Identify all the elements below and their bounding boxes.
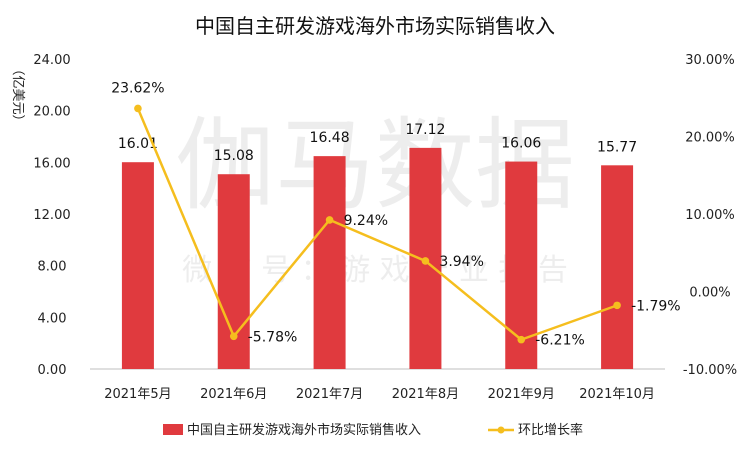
y-right-tick-label: 0.00% <box>689 286 730 301</box>
y-right-tick-label: -10.00% <box>683 363 737 378</box>
legend-label-bar: 中国自主研发游戏海外市场实际销售收入 <box>187 422 421 438</box>
x-tick-label: 2021年6月 <box>200 387 267 402</box>
line-value-label: -1.79% <box>631 298 681 314</box>
bar-value-label: 16.01 <box>118 136 158 152</box>
bar-series <box>121 147 634 369</box>
line-value-label: -6.21% <box>535 333 585 349</box>
line-value-label: -5.78% <box>248 329 298 345</box>
bar-value-label: 17.12 <box>405 122 445 138</box>
line-point <box>325 216 334 224</box>
line-value-label: 3.94% <box>439 254 483 270</box>
line-point <box>134 104 142 113</box>
legend-label-line: 环比增长率 <box>518 422 583 438</box>
growth-line <box>136 107 618 341</box>
bar-value-labels: 16.01 15.08 16.48 17.12 16.06 15.77 <box>118 122 637 164</box>
legend-swatch-line-marker <box>497 426 505 434</box>
bar <box>505 161 538 369</box>
y-right-tick-label: 30.00% <box>685 53 735 68</box>
line-value-labels: 23.62% -5.78% 9.24% 3.94% -6.21% -1.79% <box>111 80 680 348</box>
line-point <box>229 332 238 341</box>
line-point <box>613 301 621 310</box>
x-tick-label: 2021年9月 <box>488 387 555 402</box>
y-right-tick-label: 20.00% <box>685 131 735 146</box>
y-right-tick-label: 10.00% <box>685 208 735 223</box>
y-left-tick-label: 12.00 <box>33 208 70 223</box>
axes: 0.00 4.00 8.00 12.00 16.00 20.00 24.00 -10.00% 0… <box>33 53 737 378</box>
bar-value-label: 15.77 <box>597 139 637 155</box>
y-left-tick-label: 0.00 <box>38 363 67 378</box>
line-series <box>134 104 621 344</box>
y-left-tick-label: 8.00 <box>38 260 67 275</box>
category-labels: 2021年5月 2021年6月 2021年7月 2021年8月 2021年9月 2021年… <box>104 387 655 402</box>
bar-value-label: 16.48 <box>310 130 350 146</box>
line-value-label: 23.62% <box>111 80 164 96</box>
y-left-tick-label: 20.00 <box>33 105 70 120</box>
chart-title: 中国自主研发游戏海外市场实际销售收入 <box>195 14 555 38</box>
x-tick-label: 2021年8月 <box>392 387 459 402</box>
y-left-tick-label: 16.00 <box>33 156 70 171</box>
bar-value-label: 15.08 <box>214 148 254 164</box>
line-value-label: 9.24% <box>344 213 388 229</box>
line-point <box>517 335 526 344</box>
y-left-tick-label: 4.00 <box>38 311 67 326</box>
y-left-tick-label: 24.00 <box>33 53 70 68</box>
y-axis-unit-label: （亿美元） <box>10 62 25 127</box>
line-point <box>421 257 430 265</box>
x-tick-label: 2021年5月 <box>104 387 171 402</box>
x-tick-label: 2021年10月 <box>579 387 655 402</box>
legend: 中国自主研发游戏海外市场实际销售收入 环比增长率 <box>163 422 583 438</box>
legend-swatch-bar <box>163 424 183 435</box>
bar <box>313 156 346 369</box>
bar <box>121 162 154 369</box>
bar-value-label: 16.06 <box>501 136 541 152</box>
x-tick-label: 2021年7月 <box>296 387 363 402</box>
bar <box>601 165 634 369</box>
